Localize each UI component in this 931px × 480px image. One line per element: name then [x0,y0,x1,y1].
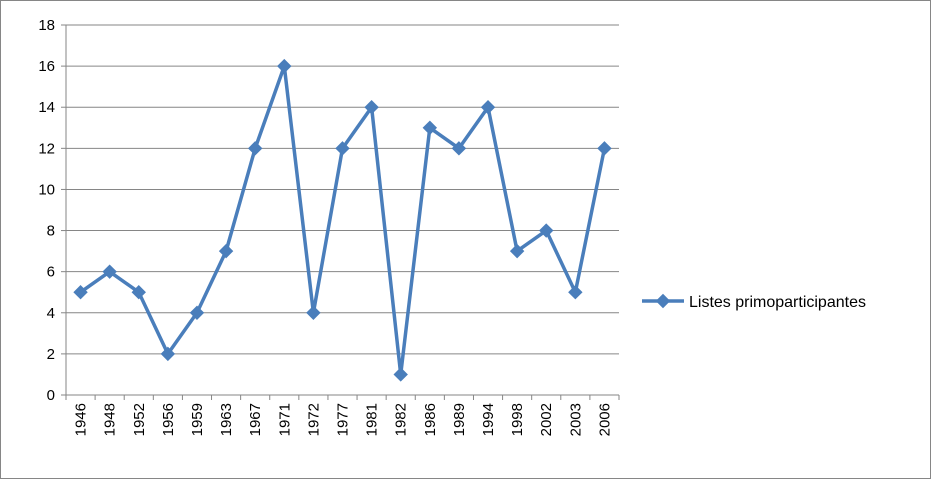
x-tick-label: 1986 [422,403,439,436]
x-tick-label: 1981 [364,403,381,436]
x-tick-label: 1971 [276,403,293,436]
y-tick-label: 6 [47,264,55,281]
data-point-marker [160,346,176,362]
y-tick-label: 2 [47,346,55,363]
series-line-layer [79,64,607,377]
data-point-marker [539,223,554,238]
data-point-marker [247,141,263,156]
legend-marker-swatch [655,293,671,309]
y-tick-label: 16 [38,58,55,75]
data-point-marker [364,100,379,115]
x-tick-label: 1946 [73,403,90,436]
series-line [79,64,607,377]
x-tick-label: 1963 [218,403,235,436]
data-point-marker [509,243,525,259]
x-tick-label: 1972 [305,403,322,436]
data-point-marker [102,264,117,279]
data-point-marker [422,120,438,135]
data-point-marker [568,285,583,300]
x-tick-label: 1959 [189,403,206,436]
data-point-marker [480,100,496,115]
data-point-marker [451,141,467,156]
x-tick-label: 1998 [509,403,526,436]
data-point-marker [393,367,408,382]
legend-label: Listes primoparticipantes [689,294,866,311]
x-tick-label: 2002 [538,403,555,436]
data-point-marker [335,141,350,156]
x-tick-label: 1989 [451,403,468,436]
data-point-marker [73,285,88,300]
y-axis-tick-labels: 0 2 4 6 8 10 12 14 16 18 [38,17,55,404]
axes [61,24,620,400]
data-point-marker [131,285,146,300]
x-axis-tick-labels: 1946 1948 1952 1956 1959 1963 1967 1971 1972 1977… [73,403,614,436]
data-point-marker [306,305,321,320]
data-point-marker [218,243,234,259]
x-tick-label: 1956 [160,403,177,436]
x-tick-label: 1982 [393,403,410,436]
x-tick-label: 1977 [335,403,352,436]
x-tick-label: 2003 [567,403,584,436]
data-point-marker [277,58,292,74]
x-tick-label: 1948 [102,403,119,436]
y-tick-label: 4 [47,305,55,322]
data-point-marker [189,305,205,320]
x-tick-label: 2006 [596,403,613,436]
y-tick-label: 10 [38,181,55,198]
data-point-marker [597,141,612,156]
gridlines [66,24,619,355]
y-tick-label: 0 [47,387,55,404]
x-tick-label: 1952 [131,403,148,436]
y-tick-label: 14 [38,99,55,116]
y-tick-label: 8 [47,223,55,240]
series-markers [73,58,612,382]
y-tick-label: 18 [38,17,55,34]
x-tick-label: 1994 [480,403,497,436]
y-tick-label: 12 [38,140,55,157]
legend: Listes primoparticipantes [642,293,866,311]
x-tick-label: 1967 [247,403,264,436]
